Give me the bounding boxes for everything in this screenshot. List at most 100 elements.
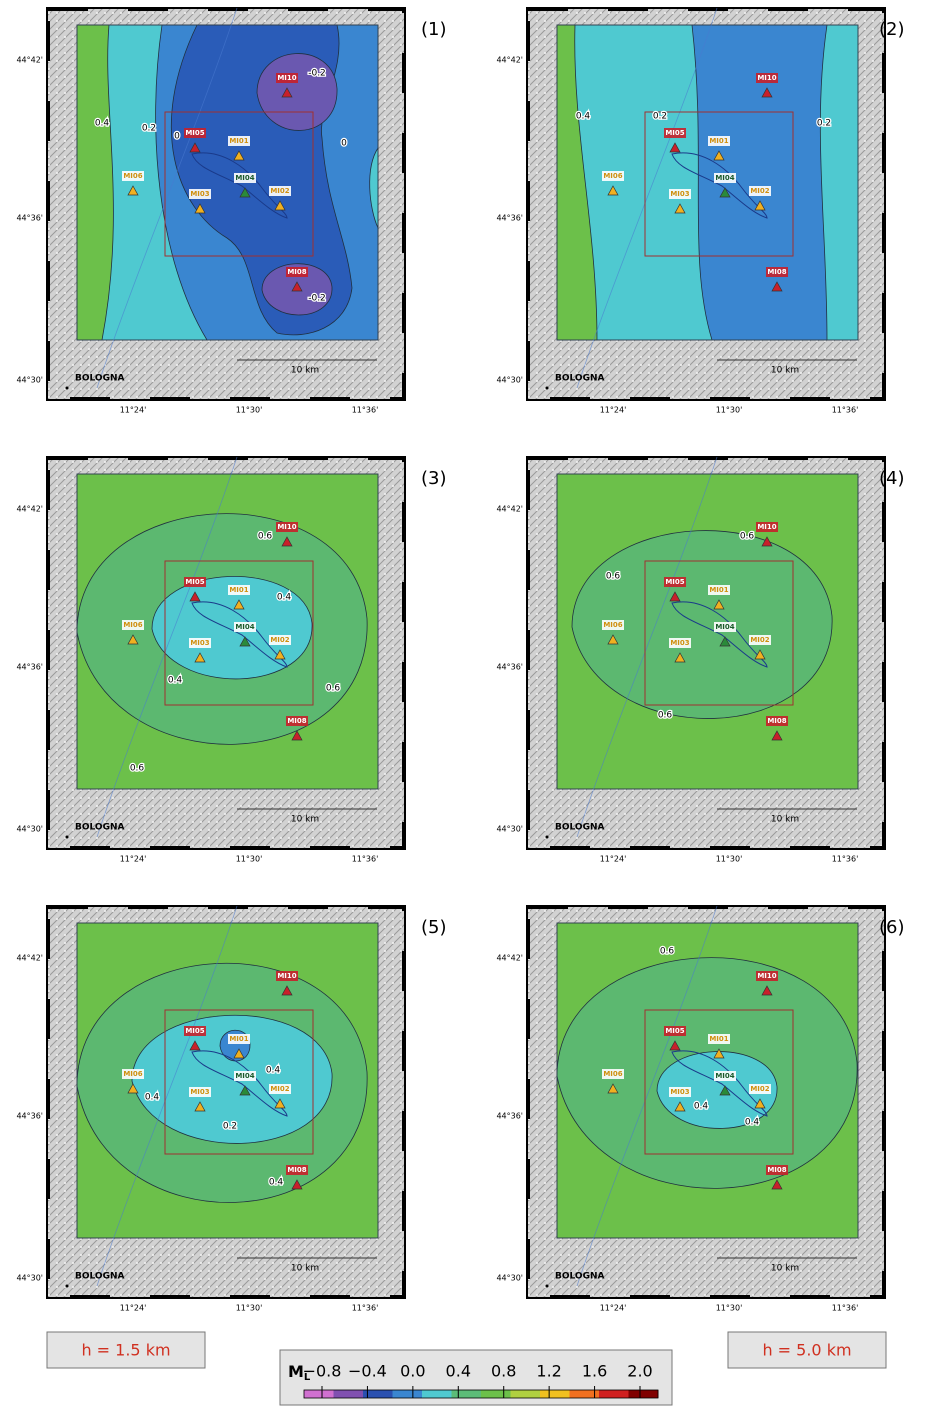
station	[281, 985, 293, 996]
station-label: MI06	[123, 1070, 142, 1078]
station	[194, 203, 206, 214]
frame-ticks	[46, 7, 406, 401]
station-label: MI10	[757, 74, 776, 82]
station	[607, 185, 619, 196]
station-label: MI10	[277, 972, 296, 980]
colorbar-segment	[628, 1390, 659, 1398]
station-label-box	[234, 622, 256, 632]
city-marker	[545, 386, 549, 390]
station-label: MI02	[270, 636, 289, 644]
station-label-box	[269, 186, 291, 196]
scale-label: 10 km	[291, 1264, 319, 1274]
station-label: MI04	[715, 623, 734, 631]
station-label: MI10	[277, 74, 296, 82]
colorbar-title-text: M	[288, 1362, 304, 1381]
station-label: MI03	[670, 1088, 689, 1096]
contour-area	[369, 146, 379, 229]
contour-label: 0.6	[660, 947, 675, 957]
colorbar-segment	[363, 1390, 393, 1398]
lon-tick-label: 11°36'	[832, 406, 859, 415]
station	[274, 1098, 286, 1109]
lat-tick-label: 44°30'	[16, 825, 43, 834]
station	[127, 634, 139, 645]
station-label: MI02	[750, 636, 769, 644]
panel-label: (5)	[421, 917, 447, 938]
contour-label: 0.2	[817, 119, 831, 129]
contour-label: 0.4	[168, 676, 183, 686]
station-label-box	[708, 1034, 730, 1044]
city-marker	[545, 835, 549, 839]
frame-ticks	[526, 905, 886, 1299]
depth-label: h = 1.5 km	[81, 1341, 170, 1360]
station-label: MI10	[757, 523, 776, 531]
colorbar-outline	[303, 1389, 659, 1399]
station-label-box	[602, 620, 624, 630]
station	[761, 87, 773, 98]
station-label: MI03	[190, 639, 209, 647]
station	[771, 1179, 783, 1190]
station	[194, 652, 206, 663]
panel-label: (3)	[421, 468, 447, 489]
lon-tick-label: 11°30'	[716, 855, 743, 864]
station-label-box	[122, 1069, 144, 1079]
station	[754, 1098, 766, 1109]
station-label: MI05	[185, 129, 204, 137]
station	[669, 591, 681, 602]
study-area	[644, 1009, 794, 1155]
colorbar-tick-label: 0.8	[491, 1362, 516, 1381]
station-label-box	[664, 1026, 686, 1036]
lat-tick-label: 44°42'	[16, 505, 43, 514]
map-extent	[556, 24, 859, 341]
station-label-box	[756, 971, 778, 981]
lon-tick-label: 11°30'	[236, 1304, 263, 1313]
station-label-box	[276, 522, 298, 532]
colorbar-segment	[569, 1390, 600, 1398]
scale-label: 10 km	[771, 366, 799, 376]
station-label: MI04	[235, 623, 254, 631]
river	[96, 905, 238, 1287]
lon-tick-label: 11°36'	[832, 855, 859, 864]
station-label-box	[714, 173, 736, 183]
station-label: MI06	[603, 1070, 622, 1078]
colorbar-tick-label: −0.4	[348, 1362, 387, 1381]
city-marker	[65, 1284, 69, 1288]
map-panel: 0.4 0.2 0 0 -0.2 -0.2 MI10 MI05 MI01 MI04 MI06 MI03…	[16, 7, 447, 415]
colorbar-tick-label: −0.8	[303, 1362, 342, 1381]
station-label-box	[766, 716, 788, 726]
station	[194, 1101, 206, 1112]
lat-tick-label: 44°42'	[496, 954, 523, 963]
station-label-box	[122, 620, 144, 630]
map-extent	[556, 473, 859, 790]
station-label: MI01	[709, 586, 728, 594]
study-area	[644, 111, 794, 257]
station-label-box	[228, 585, 250, 595]
map-panel: 0.4 0.4 0.2 0.4 MI10 MI05 MI01 MI04 MI06 MI03 MI02…	[16, 905, 447, 1313]
contour-area	[571, 530, 833, 719]
station	[771, 730, 783, 741]
station-label: MI01	[229, 586, 248, 594]
station	[274, 200, 286, 211]
map-panel: 0.6 0.4 0.4 MI10 MI05 MI01 MI04 MI06 MI03 MI02 MI0…	[496, 905, 905, 1313]
station-label: MI05	[665, 129, 684, 137]
station-label-box	[756, 522, 778, 532]
panel-label: (2)	[879, 19, 905, 40]
station-label-box	[602, 1069, 624, 1079]
lon-tick-label: 11°24'	[120, 1304, 147, 1313]
lat-tick-label: 44°42'	[496, 56, 523, 65]
station-label-box	[276, 971, 298, 981]
panel-label: (6)	[879, 917, 905, 938]
station-label-box	[714, 622, 736, 632]
station	[239, 636, 251, 647]
scale-label: 10 km	[291, 366, 319, 376]
station-label: MI05	[665, 1027, 684, 1035]
city-name: BOLOGNA	[555, 823, 604, 833]
station-label-box	[286, 267, 308, 277]
station-label-box	[189, 638, 211, 648]
fault	[191, 601, 288, 668]
contour-label: 0	[174, 132, 180, 142]
lat-tick-label: 44°42'	[16, 56, 43, 65]
frame-ticks	[46, 456, 406, 850]
lat-tick-label: 44°30'	[496, 825, 523, 834]
lat-tick-label: 44°36'	[496, 214, 523, 223]
contour-label: 0.2	[653, 112, 667, 122]
